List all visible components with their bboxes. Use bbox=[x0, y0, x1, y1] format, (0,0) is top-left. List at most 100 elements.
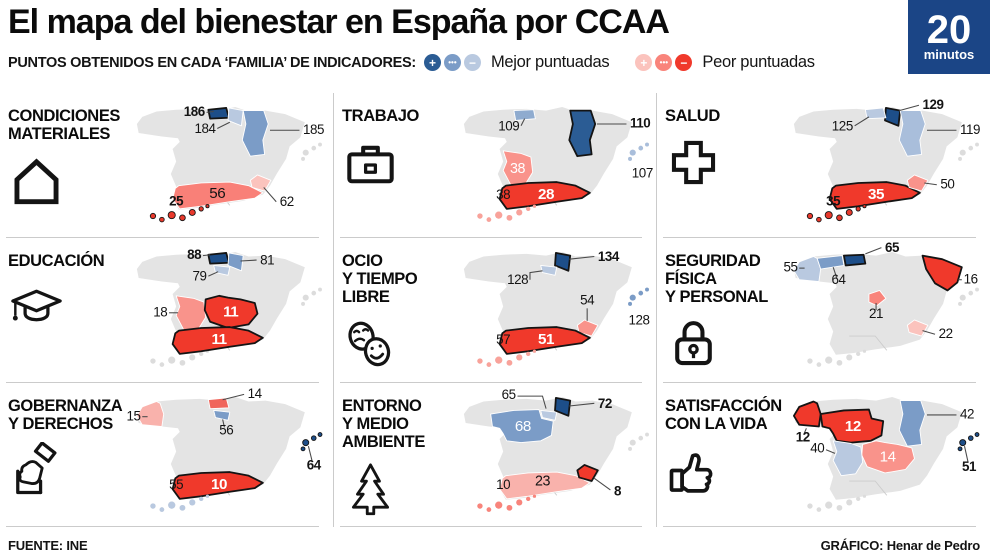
panel-title: TRABAJO bbox=[342, 107, 419, 125]
region-value-label: 184 bbox=[194, 121, 216, 136]
region-value-label: 51 bbox=[538, 331, 555, 348]
panel-ocio-y-tiempo-libre: OCIO Y TIEMPO LIBRE 134 128 54 128 51 57 bbox=[334, 238, 657, 383]
legend-best-dots: + ••• − bbox=[423, 54, 484, 72]
footer: FUENTE: INE GRÁFICO: Henar de Pedro bbox=[8, 538, 980, 553]
region-value-label: 134 bbox=[598, 249, 620, 264]
region-value-label: 110 bbox=[630, 116, 650, 131]
region-value-label: 128 bbox=[507, 272, 528, 287]
legend-worst-dots: + ••• − bbox=[635, 54, 695, 72]
legend-best-label: Mejor puntuadas bbox=[490, 53, 610, 72]
region-value-label: 10 bbox=[496, 477, 510, 492]
region-value-label: 21 bbox=[869, 306, 883, 321]
source-credit: FUENTE: INE bbox=[8, 538, 88, 553]
region-value-label: 40 bbox=[810, 440, 824, 455]
legend-worst-label: Peor puntuadas bbox=[702, 53, 815, 72]
legend-dot: + bbox=[423, 54, 441, 72]
region-value-label: 129 bbox=[923, 97, 944, 112]
panel-title: EDUCACIÓN bbox=[8, 252, 105, 270]
logo-word: minutos bbox=[923, 46, 975, 62]
region-value-label: 42 bbox=[960, 406, 974, 421]
region-value-label: 109 bbox=[498, 118, 519, 133]
region-value-label: 14 bbox=[248, 386, 263, 401]
panel-entorno-y-medio-ambiente: ENTORNO Y MEDIO AMBIENTE 65 72 68 23 8 10 bbox=[334, 383, 657, 527]
legend-dot: − bbox=[463, 54, 481, 72]
spain-map-gobernanza: 15 14 56 64 10 55 bbox=[126, 386, 323, 512]
panel-title: GOBERNANZA Y DERECHOS bbox=[8, 397, 123, 434]
spain-map-trabajo: 109 110 107 38 28 38 bbox=[463, 107, 653, 222]
region-value-label: 14 bbox=[880, 448, 896, 465]
region-value-label: 15 bbox=[126, 408, 140, 423]
region-value-label: 50 bbox=[940, 176, 954, 191]
region-value-label: 81 bbox=[260, 253, 274, 268]
header: El mapa del bienestar en España por CCAA… bbox=[0, 0, 990, 93]
panel-educacion: EDUCACIÓN 88 81 79 18 11 11 bbox=[0, 238, 334, 383]
panel-title: SEGURIDAD FÍSICA Y PERSONAL bbox=[665, 252, 768, 307]
region-value-label: 72 bbox=[598, 396, 612, 411]
region-value-label: 88 bbox=[187, 247, 202, 262]
graphic-credit: GRÁFICO: Henar de Pedro bbox=[820, 538, 981, 553]
20minutos-logo: 20 minutos bbox=[908, 0, 990, 74]
region-value-label: 11 bbox=[223, 303, 239, 320]
region-value-label: 119 bbox=[960, 122, 980, 137]
spain-map-ocio: 134 128 54 128 51 57 bbox=[463, 249, 650, 367]
region-value-label: 64 bbox=[832, 272, 847, 287]
panel-title: SALUD bbox=[665, 107, 720, 125]
legend: PUNTOS OBTENIDOS EN CADA ‘FAMILIA’ DE IN… bbox=[8, 53, 978, 72]
region-value-label: 125 bbox=[832, 118, 853, 133]
graduation-cap-icon bbox=[8, 279, 120, 336]
region-value-label: 56 bbox=[219, 423, 233, 438]
region-value-label: 54 bbox=[580, 293, 595, 308]
region-value-label: 186 bbox=[184, 104, 205, 119]
legend-dot: − bbox=[675, 54, 693, 72]
region-value-label: 51 bbox=[962, 459, 977, 474]
thumbs-up-icon bbox=[665, 442, 777, 499]
region-value-label: 10 bbox=[211, 476, 227, 493]
region-value-label: 35 bbox=[868, 186, 885, 203]
credit-value: Henar de Pedro bbox=[886, 538, 980, 553]
region-value-label: 57 bbox=[496, 332, 510, 347]
source-value: INE bbox=[66, 538, 88, 553]
region-value-label: 8 bbox=[614, 483, 622, 498]
spain-map-entorno: 65 72 68 23 8 10 bbox=[463, 387, 649, 512]
panel-salud: SALUD 129 125 119 35 50 35 bbox=[657, 93, 990, 238]
ballot-hand-icon bbox=[8, 442, 120, 499]
spain-map-salud: 129 125 119 35 50 35 bbox=[793, 97, 981, 223]
panel-grid: CONDICIONES MATERIALES 186 184 185 56 62 25 T… bbox=[0, 93, 990, 527]
region-value-label: 64 bbox=[307, 457, 322, 472]
region-value-label: 12 bbox=[796, 430, 810, 445]
panel-condiciones-materiales: CONDICIONES MATERIALES 186 184 185 56 62 25 bbox=[0, 93, 334, 238]
credit-label: GRÁFICO: bbox=[820, 538, 884, 553]
legend-dot: + bbox=[635, 54, 653, 72]
legend-dot: ••• bbox=[443, 54, 461, 72]
region-value-label: 22 bbox=[939, 326, 953, 341]
padlock-icon bbox=[665, 315, 777, 372]
region-value-label: 11 bbox=[211, 331, 227, 348]
region-value-label: 65 bbox=[502, 387, 516, 402]
region-value-label: 128 bbox=[628, 312, 649, 327]
region-value-label: 38 bbox=[496, 187, 510, 202]
region-value-label: 185 bbox=[303, 122, 324, 137]
panel-trabajo: TRABAJO 109 110 107 38 28 38 bbox=[334, 93, 657, 238]
region-value-label: 55 bbox=[783, 260, 797, 275]
region-value-label: 107 bbox=[632, 166, 653, 181]
region-value-label: 55 bbox=[169, 477, 183, 492]
pine-tree-icon bbox=[342, 460, 454, 517]
page-title: El mapa del bienestar en España por CCAA bbox=[8, 3, 670, 41]
region-value-label: 79 bbox=[193, 269, 207, 284]
legend-label: PUNTOS OBTENIDOS EN CADA ‘FAMILIA’ DE IN… bbox=[8, 54, 416, 71]
briefcase-icon bbox=[342, 134, 454, 191]
panel-title: OCIO Y TIEMPO LIBRE bbox=[342, 252, 418, 307]
panel-gobernanza-y-derechos: GOBERNANZA Y DERECHOS 15 14 56 64 10 55 bbox=[0, 383, 334, 527]
region-value-label: 56 bbox=[209, 185, 225, 202]
spain-map-condiciones-materiales: 186 184 185 56 62 25 bbox=[136, 104, 325, 223]
spain-map-satisfaccion: 12 12 42 14 40 51 bbox=[792, 397, 980, 512]
region-value-label: 12 bbox=[845, 418, 861, 435]
region-value-label: 62 bbox=[280, 194, 294, 209]
region-value-label: 65 bbox=[885, 240, 900, 255]
region-value-label: 35 bbox=[826, 193, 841, 208]
panel-seguridad-fisica-y-personal: SEGURIDAD FÍSICA Y PERSONAL 55 64 65 16 21 22 bbox=[657, 238, 990, 383]
spain-map-seguridad: 55 64 65 16 21 22 bbox=[783, 240, 979, 367]
medical-cross-icon bbox=[665, 134, 777, 191]
region-value-label: 23 bbox=[535, 473, 550, 489]
spain-map-educacion: 88 81 79 18 11 11 bbox=[136, 247, 322, 367]
